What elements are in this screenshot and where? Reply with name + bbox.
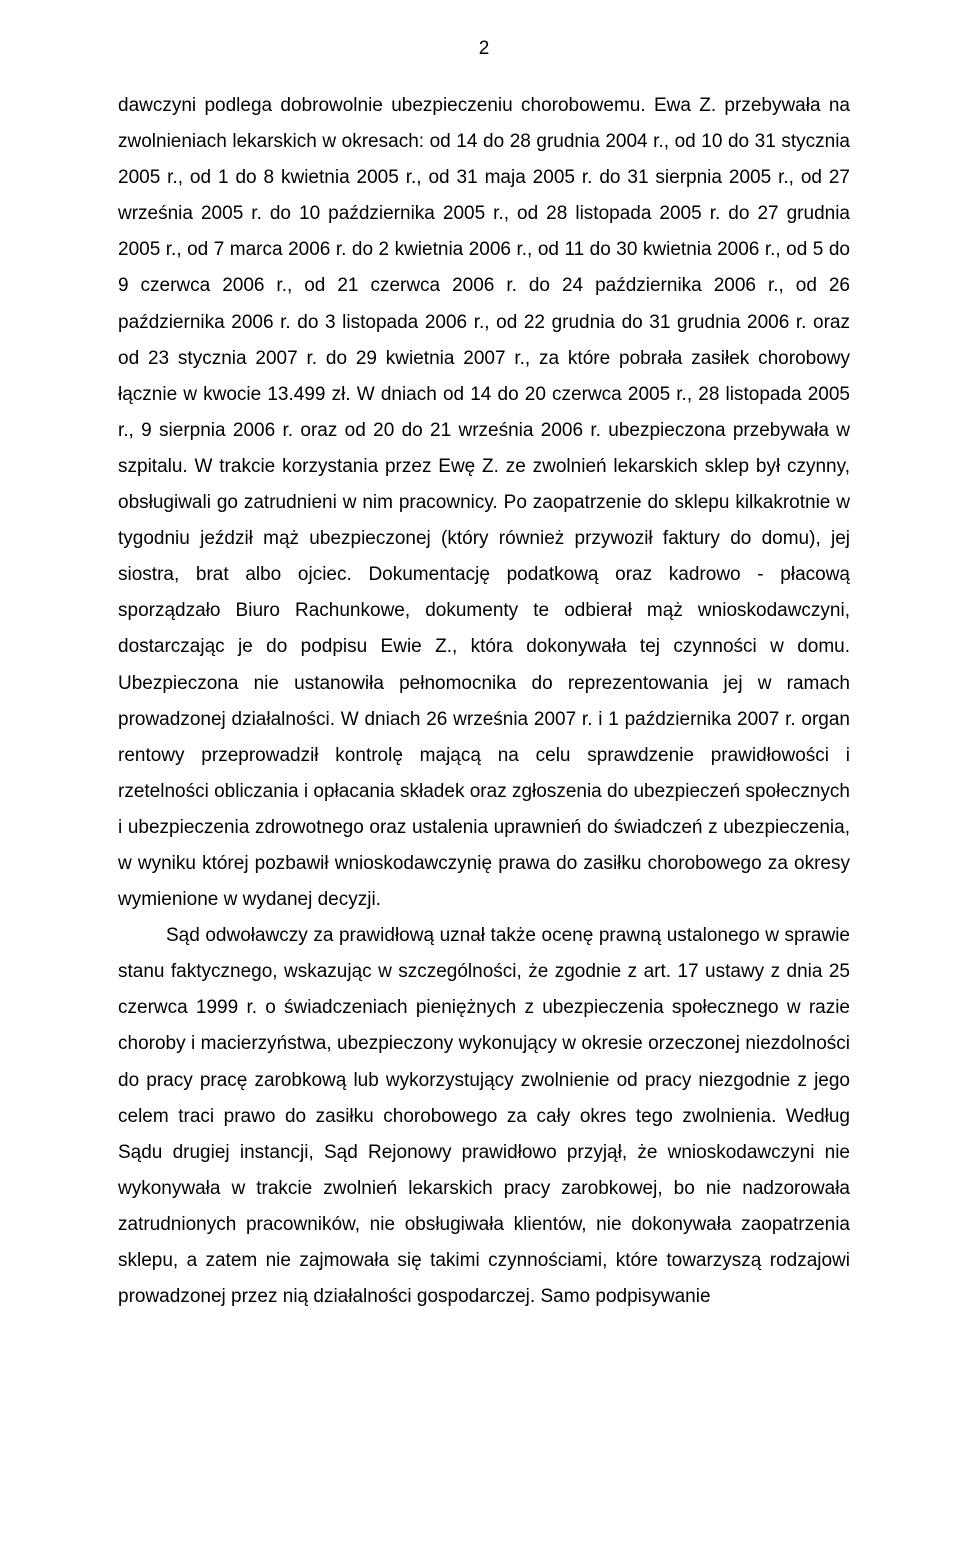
- document-body: dawczyni podlega dobrowolnie ubezpieczen…: [118, 88, 850, 1315]
- document-page: 2 dawczyni podlega dobrowolnie ubezpiecz…: [0, 0, 960, 1543]
- paragraph-1: dawczyni podlega dobrowolnie ubezpieczen…: [118, 95, 855, 910]
- paragraph-2: Sąd odwoławczy za prawidłową uznał także…: [118, 925, 855, 1307]
- page-number: 2: [118, 38, 850, 60]
